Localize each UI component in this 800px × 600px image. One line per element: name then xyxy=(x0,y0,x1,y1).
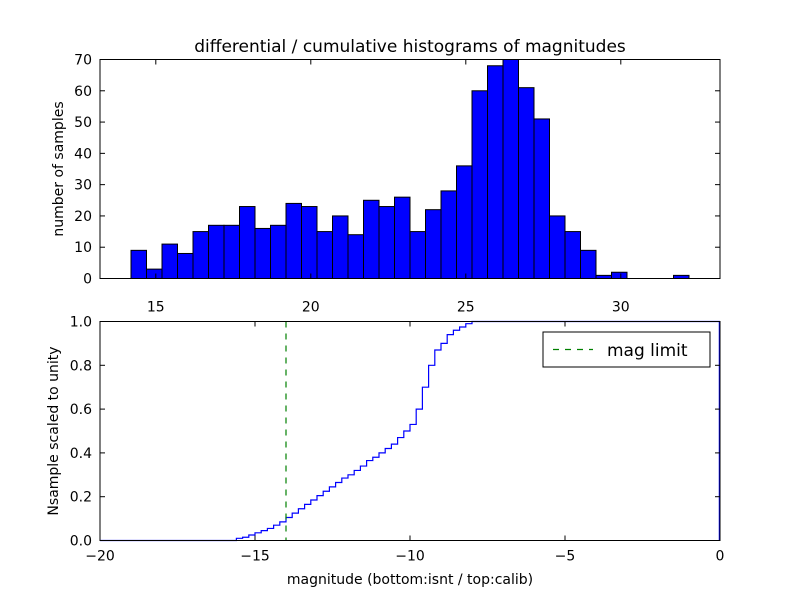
histogram-bar xyxy=(254,227,271,279)
cumulative-x-tick-label: −10 xyxy=(395,549,425,565)
cumulative-x-tick-label: 0 xyxy=(716,549,725,565)
histogram-y-tick-label: 70 xyxy=(74,53,92,69)
cumulative-y-ticks: 0.0 0.2 0.4 0.6 0.8 1.0 xyxy=(70,315,720,550)
histogram-bar xyxy=(332,215,349,280)
chart-title: differential / cumulative histograms of … xyxy=(194,37,626,57)
histogram-bar xyxy=(130,249,147,279)
histogram-bar xyxy=(518,87,535,279)
histogram-bar xyxy=(564,231,581,279)
legend-label-mag-limit: mag limit xyxy=(607,341,688,361)
cumulative-y-tick-label: 0.2 xyxy=(70,490,92,506)
histogram-bar xyxy=(580,249,597,279)
cumulative-y-axis-label: Nsample scaled to unity xyxy=(46,346,62,515)
histogram-x-tick-label: 20 xyxy=(302,300,320,316)
histogram-bar xyxy=(208,224,225,279)
histogram-bar xyxy=(533,118,550,279)
histogram-x-tick-label: 30 xyxy=(612,300,630,316)
histogram-bar xyxy=(394,196,411,280)
histogram-y-tick-label: 20 xyxy=(74,209,92,225)
histogram-bars xyxy=(130,59,690,280)
histogram-y-tick-label: 0 xyxy=(83,272,92,288)
cumulative-panel: 0.0 0.2 0.4 0.6 0.8 1.0 −20 −15 −10 −5 0 Nsample … xyxy=(46,315,724,589)
histogram-bar xyxy=(161,243,178,279)
histogram-panel: differential / cumulative histograms of … xyxy=(51,37,721,316)
histogram-axes-frame xyxy=(99,59,721,279)
histogram-y-tick-label: 30 xyxy=(74,178,92,194)
histogram-bar xyxy=(347,234,364,279)
histogram-bar xyxy=(549,215,566,280)
cumulative-x-axis-label: magnitude (bottom:isnt / top:calib) xyxy=(287,572,533,588)
histogram-bar xyxy=(378,206,395,280)
histogram-bar xyxy=(487,65,504,279)
cumulative-y-tick-label: 1.0 xyxy=(70,315,92,331)
histogram-bar xyxy=(301,206,318,280)
cumulative-axes-frame xyxy=(99,321,721,541)
histogram-bar xyxy=(316,231,333,279)
histogram-bar xyxy=(223,224,240,279)
histogram-bar xyxy=(611,271,628,280)
histogram-bar xyxy=(146,268,163,280)
histogram-x-tick-label: 15 xyxy=(147,300,165,316)
histogram-bar xyxy=(177,252,194,280)
cumulative-y-tick-label: 0.0 xyxy=(70,534,92,550)
cumulative-y-tick-label: 0.8 xyxy=(70,358,92,374)
histogram-y-tick-label: 40 xyxy=(74,146,92,162)
cumulative-y-tick-label: 0.6 xyxy=(70,402,92,418)
cumulative-x-ticks: −20 −15 −10 −5 0 xyxy=(85,321,725,565)
histogram-bar xyxy=(440,190,457,279)
histogram-bar xyxy=(363,199,380,280)
histogram-bar xyxy=(270,224,287,279)
histogram-bar xyxy=(285,202,302,280)
histogram-bar xyxy=(502,59,519,279)
histogram-x-ticks: 15 20 25 30 xyxy=(147,59,630,316)
histogram-bar xyxy=(239,206,256,280)
cumulative-y-tick-label: 0.4 xyxy=(70,446,92,462)
cumulative-step-line xyxy=(100,320,720,542)
histogram-x-tick-label: 25 xyxy=(457,300,475,316)
histogram-y-tick-label: 60 xyxy=(74,84,92,100)
legend: mag limit xyxy=(542,331,711,368)
histogram-y-ticks: 0 10 20 30 40 50 60 70 xyxy=(74,53,720,288)
cumulative-x-tick-label: −15 xyxy=(240,549,270,565)
cumulative-x-tick-label: −20 xyxy=(85,549,115,565)
histogram-bar xyxy=(425,209,442,280)
cumulative-x-tick-label: −5 xyxy=(555,549,576,565)
histogram-y-tick-label: 10 xyxy=(74,240,92,256)
histogram-bar xyxy=(456,165,473,279)
histogram-bar xyxy=(471,90,488,279)
histogram-y-tick-label: 50 xyxy=(74,115,92,131)
histogram-bar xyxy=(192,231,209,279)
histogram-bar xyxy=(409,231,426,279)
histogram-y-axis-label: number of samples xyxy=(51,101,67,236)
